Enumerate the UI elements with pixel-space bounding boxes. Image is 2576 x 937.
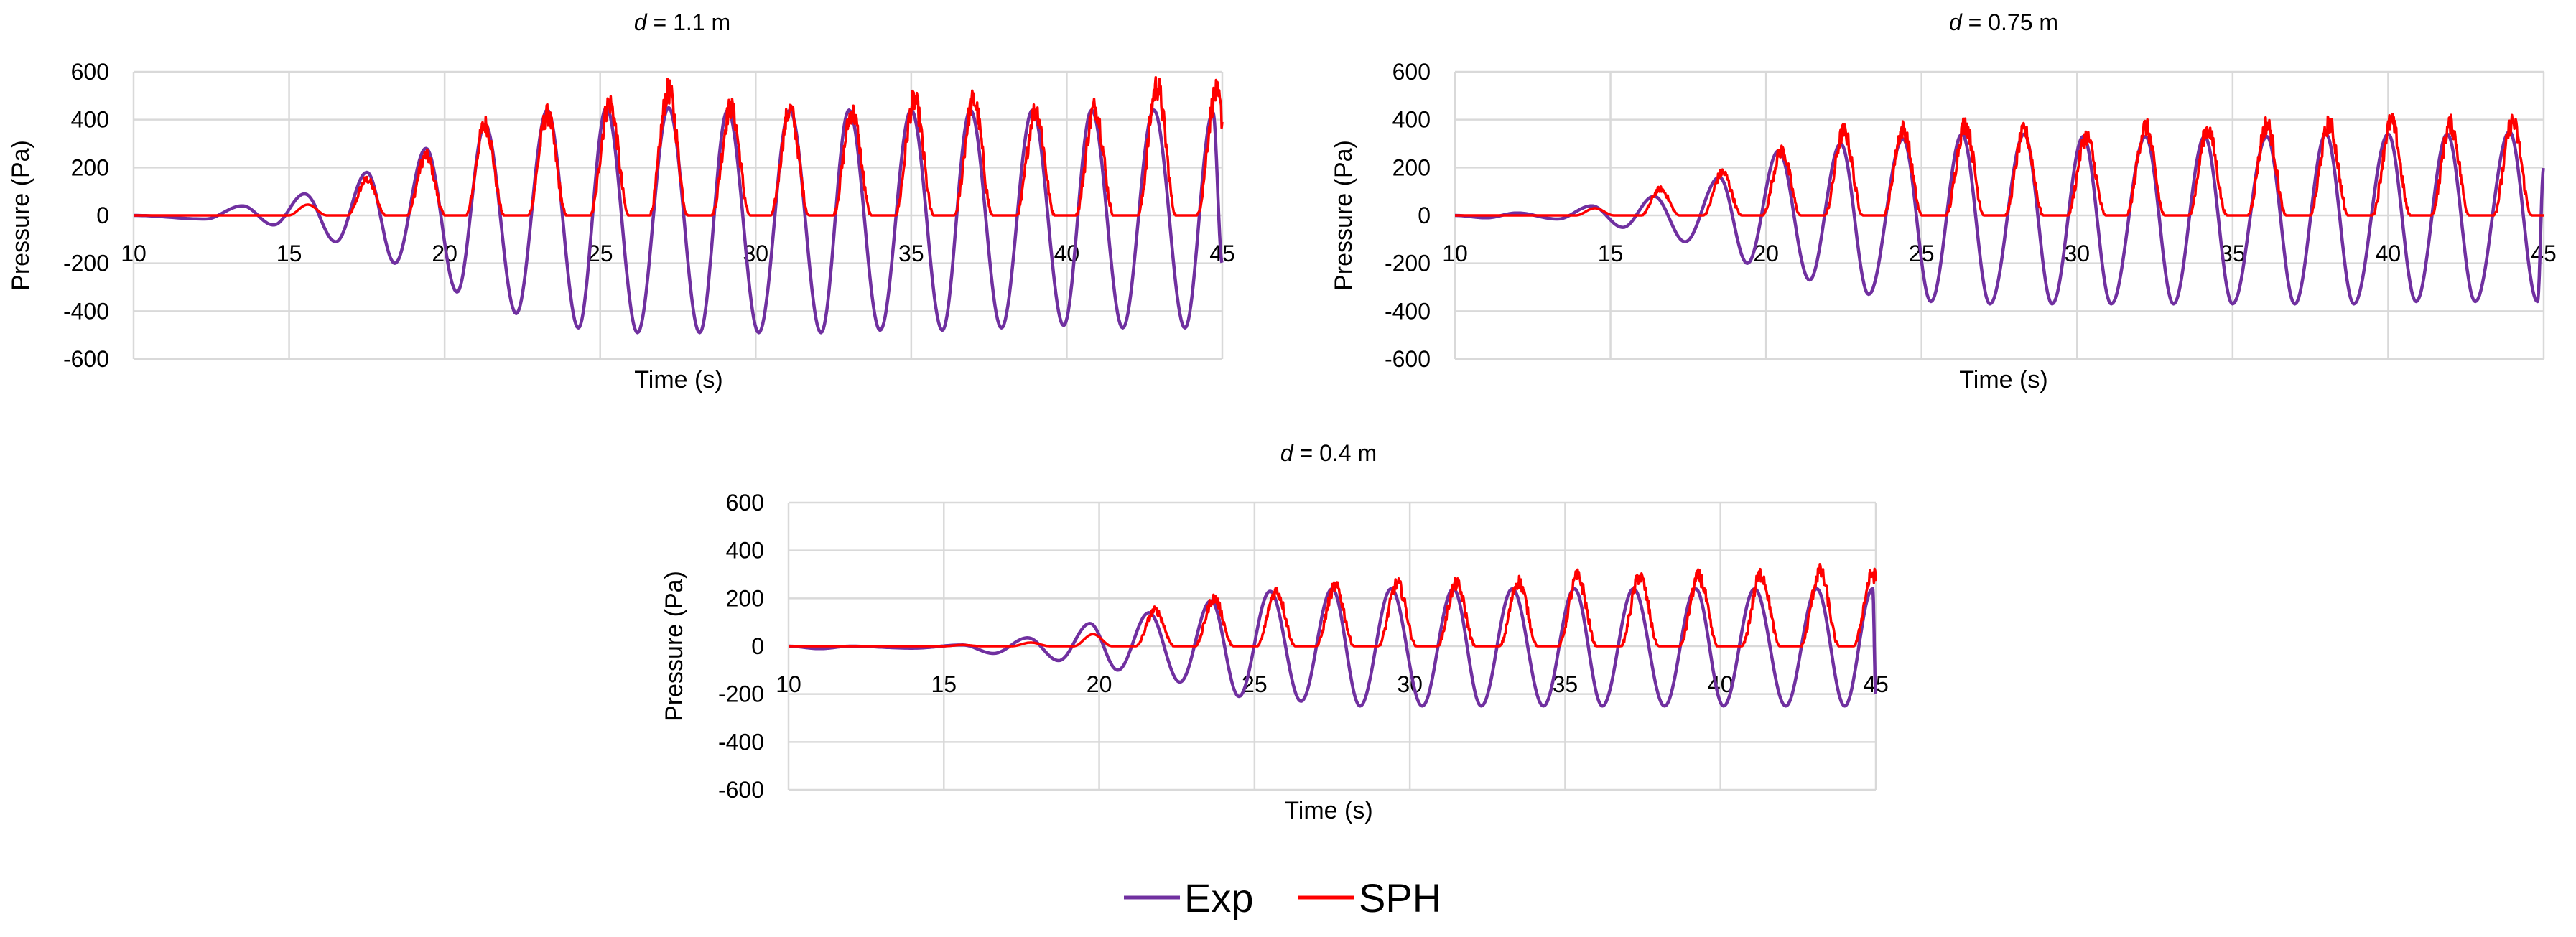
y-tick-label: -400 [1385,298,1431,324]
x-tick-label: 10 [121,241,147,266]
x-tick-label: 30 [2064,241,2090,266]
chart-title-text: = 1.1 m [647,9,731,35]
x-tick-label: 45 [2531,241,2557,266]
x-tick-label: 10 [1442,241,1468,266]
chart-title-variable: d [1280,440,1294,466]
y-tick-label: 0 [751,633,764,659]
y-tick-label: 200 [1392,154,1431,180]
x-tick-label: 15 [931,671,957,697]
exp-series-line [134,106,1224,335]
y-tick-label: -200 [63,251,109,276]
exp-series-line [1454,130,2545,306]
y-tick-label: 600 [1392,59,1431,85]
y-tick-label: 200 [726,585,764,611]
exp-series-line [788,587,1878,708]
y-tick-label: -200 [1385,251,1431,276]
x-axis-label: Time (s) [634,366,722,393]
sph-series-line [133,76,1224,217]
y-tick-label: 400 [1392,107,1431,133]
y-tick-label: 400 [726,538,764,564]
y-tick-label: -600 [1385,346,1431,372]
chart-title-variable: d [634,9,648,35]
y-tick-label: -400 [718,729,764,755]
y-tick-label: -400 [63,298,109,324]
y-tick-label: 200 [71,154,109,180]
y-tick-label: 400 [71,107,109,133]
x-tick-label: 15 [1598,241,1624,266]
x-tick-label: 20 [1087,671,1112,697]
x-tick-label: 10 [776,671,801,697]
x-tick-label: 20 [1753,241,1779,266]
legend-label-sph: SPH [1359,875,1441,920]
sph-series-line [1454,112,2544,217]
chart-title: d = 0.75 m [1949,9,2058,35]
sph-series-line [788,563,1877,648]
y-tick-label: -200 [718,681,764,707]
y-tick-label: 0 [96,202,109,228]
chart-title-variable: d [1949,9,1963,35]
x-axis-label: Time (s) [1284,797,1372,824]
y-tick-label: -600 [718,777,764,803]
y-tick-label: 600 [726,490,764,516]
y-axis-label: Pressure (Pa) [7,140,34,291]
x-tick-label: 35 [898,241,924,266]
y-tick-label: -600 [63,346,109,372]
y-tick-label: 600 [71,59,109,85]
chart-title-text: = 0.4 m [1293,440,1377,466]
y-axis-label: Pressure (Pa) [661,571,688,722]
y-axis-label: Pressure (Pa) [1330,140,1357,291]
x-tick-label: 15 [276,241,302,266]
x-axis-label: Time (s) [1959,366,2047,393]
chart-title: d = 1.1 m [634,9,730,35]
x-tick-label: 35 [1553,671,1578,697]
x-tick-label: 40 [2376,241,2401,266]
x-tick-label: 30 [1397,671,1423,697]
legend: Exp SPH [1124,875,1441,920]
chart-title: d = 0.4 m [1280,440,1377,466]
legend-label-exp: Exp [1184,875,1254,920]
y-tick-label: 0 [1418,202,1431,228]
chart-title-text: = 0.75 m [1962,9,2058,35]
